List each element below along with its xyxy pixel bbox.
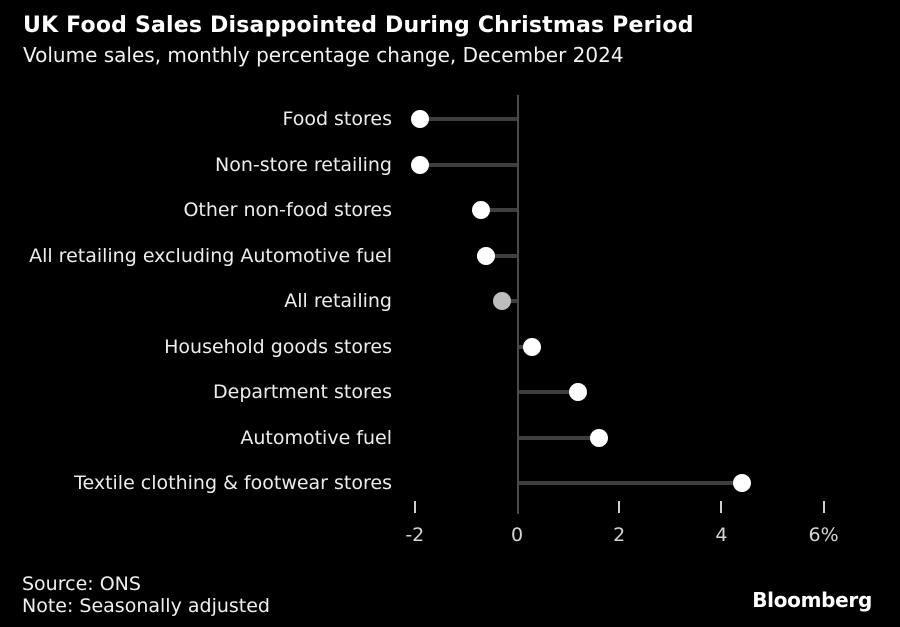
category-label: All retailing: [284, 290, 392, 313]
zero-axis-line: [517, 95, 519, 514]
x-axis-tick-label: 4: [715, 524, 728, 546]
lollipop-stem: [419, 162, 519, 167]
source-text: Source: ONS: [22, 573, 141, 595]
x-axis-tick-label: 6%: [808, 524, 839, 546]
lollipop-dot: [569, 383, 588, 402]
chart-title: UK Food Sales Disappointed During Christ…: [23, 13, 694, 38]
category-label: Automotive fuel: [240, 426, 392, 449]
lollipop-dot: [589, 428, 608, 447]
lollipop-stem: [517, 390, 579, 395]
x-axis-tick-label: 0: [510, 524, 524, 546]
lollipop-stem: [517, 481, 742, 486]
category-label: Household goods stores: [164, 335, 392, 358]
x-axis-tick: [413, 501, 416, 513]
category-label: Department stores: [213, 381, 392, 404]
x-axis-tick: [720, 501, 723, 513]
x-axis-tick-label: -2: [405, 524, 425, 546]
lollipop-stem: [486, 253, 519, 258]
lollipop-dot: [492, 292, 511, 311]
lollipop-stem: [481, 208, 519, 213]
category-label: Non-store retailing: [215, 153, 392, 176]
bloomberg-logo: Bloomberg: [752, 588, 872, 612]
lollipop-dot: [523, 337, 542, 356]
lollipop-dot: [477, 246, 496, 265]
category-label: All retailing excluding Automotive fuel: [29, 244, 392, 267]
x-axis-tick: [822, 501, 825, 513]
chart-subtitle: Volume sales, monthly percentage change,…: [23, 43, 624, 67]
lollipop-dot: [410, 155, 429, 174]
source-and-note: Source: ONS Note: Seasonally adjusted: [22, 573, 270, 617]
x-axis-tick: [618, 501, 621, 513]
note-text: Note: Seasonally adjusted: [22, 595, 270, 617]
lollipop-dot: [410, 110, 429, 128]
lollipop-stem: [517, 435, 599, 440]
lollipop-stem: [419, 117, 519, 121]
category-label: Other non-food stores: [183, 199, 392, 222]
lollipop-dot: [472, 201, 491, 220]
category-label: Textile clothing & footwear stores: [74, 472, 392, 495]
x-axis-tick-label: 2: [613, 524, 626, 546]
lollipop-dot: [732, 474, 751, 493]
category-label: Food stores: [282, 108, 392, 130]
